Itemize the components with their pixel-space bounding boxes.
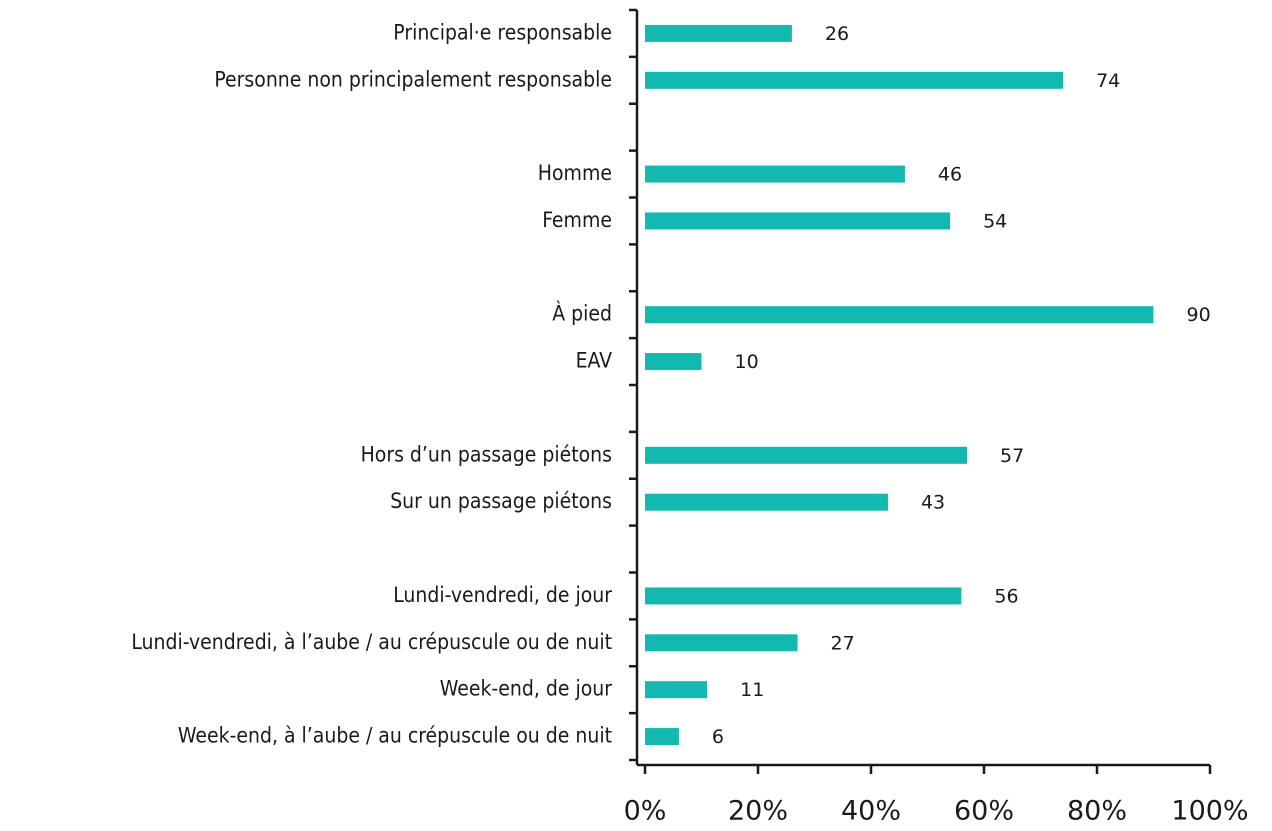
- value-label: 26: [825, 23, 849, 45]
- x-tick-label: 60%: [954, 796, 1014, 827]
- category-label: Sur un passage piétons: [390, 489, 612, 513]
- category-label: Lundi-vendredi, de jour: [393, 583, 612, 607]
- bar: [645, 728, 679, 746]
- value-label: 74: [1096, 70, 1120, 92]
- value-label: 57: [1000, 445, 1024, 467]
- bar: [645, 587, 962, 605]
- bar: [645, 353, 702, 371]
- value-label: 90: [1187, 304, 1211, 326]
- value-label: 6: [712, 726, 724, 748]
- bar: [645, 24, 792, 42]
- category-label: À pied: [552, 301, 612, 326]
- value-label: 56: [994, 585, 1018, 607]
- category-label: Personne non principalement responsable: [214, 67, 612, 91]
- bar: [645, 165, 905, 183]
- category-label: Homme: [538, 161, 612, 185]
- bar: [645, 446, 968, 464]
- value-label: 54: [983, 210, 1007, 232]
- x-tick-label: 40%: [841, 796, 901, 827]
- category-label: Principal·e responsable: [393, 20, 612, 44]
- category-label: Lundi-vendredi, à l’aube / au crépuscule…: [131, 630, 612, 654]
- category-label: Femme: [542, 208, 612, 232]
- x-tick-label: 80%: [1067, 796, 1127, 827]
- value-label: 46: [938, 164, 962, 186]
- x-tick-label: 0%: [624, 796, 667, 827]
- value-label: 10: [735, 351, 759, 373]
- category-label: Week-end, de jour: [440, 677, 612, 701]
- x-tick-label: 20%: [728, 796, 788, 827]
- bar: [645, 306, 1154, 324]
- bar: [645, 493, 888, 511]
- category-label: EAV: [576, 349, 613, 373]
- bar: [645, 212, 951, 230]
- bar: [645, 634, 798, 652]
- bar: [645, 71, 1064, 89]
- value-label: 27: [831, 632, 855, 654]
- value-label: 43: [921, 492, 945, 514]
- category-label: Week-end, à l’aube / au crépuscule ou de…: [178, 724, 612, 748]
- category-label: Hors d’un passage piétons: [361, 442, 612, 466]
- value-label: 11: [740, 679, 764, 701]
- bar: [645, 681, 708, 699]
- x-tick-label: 100%: [1171, 796, 1248, 827]
